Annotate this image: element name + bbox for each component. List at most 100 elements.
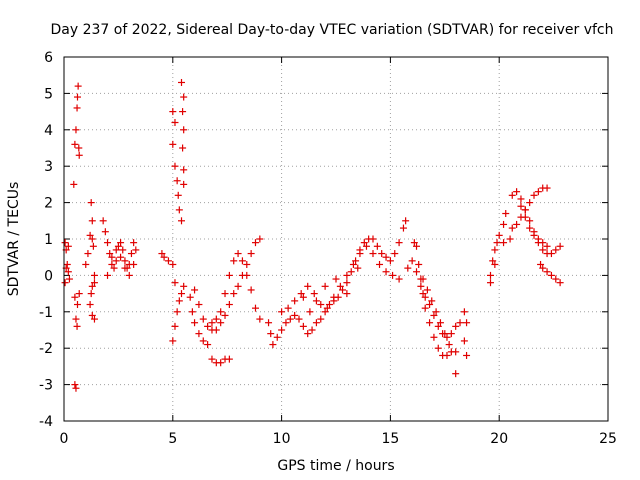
data-point xyxy=(356,250,364,258)
y-tick-label: 1 xyxy=(44,232,53,248)
data-point xyxy=(127,250,135,258)
data-point xyxy=(221,290,229,298)
data-point xyxy=(278,326,286,334)
data-point xyxy=(74,82,82,90)
data-point xyxy=(434,322,442,330)
data-point xyxy=(178,290,186,298)
data-point xyxy=(552,275,560,283)
data-point xyxy=(502,210,510,218)
data-point xyxy=(382,268,390,276)
data-point xyxy=(186,293,194,301)
data-point xyxy=(534,235,542,243)
data-point xyxy=(234,282,242,290)
data-point xyxy=(386,257,394,265)
x-tick-label: 0 xyxy=(60,431,69,447)
data-point xyxy=(286,315,294,323)
data-point xyxy=(217,359,225,367)
data-point xyxy=(382,253,390,261)
data-point xyxy=(256,235,264,243)
data-point xyxy=(180,93,188,101)
data-point xyxy=(191,319,199,327)
data-point xyxy=(171,279,179,287)
x-tick-label: 10 xyxy=(273,431,291,447)
data-point xyxy=(493,239,501,247)
y-tick-label: 3 xyxy=(44,159,53,175)
data-point xyxy=(121,257,129,265)
data-point xyxy=(169,140,177,148)
data-point xyxy=(389,271,397,279)
data-point xyxy=(119,246,127,254)
data-point xyxy=(171,119,179,127)
data-point xyxy=(234,250,242,258)
data-point xyxy=(534,188,542,196)
data-point xyxy=(547,271,555,279)
data-point xyxy=(349,260,357,268)
data-point xyxy=(556,279,564,287)
data-point xyxy=(500,239,508,247)
data-point xyxy=(421,304,429,312)
data-point xyxy=(486,271,494,279)
data-point xyxy=(284,304,292,312)
data-point xyxy=(317,315,325,323)
data-point xyxy=(395,275,403,283)
data-point xyxy=(179,144,187,152)
data-point xyxy=(395,239,403,247)
data-point xyxy=(86,301,94,309)
data-point xyxy=(428,297,436,305)
data-point xyxy=(441,330,449,338)
data-point xyxy=(517,195,525,203)
data-point xyxy=(225,301,233,309)
data-point xyxy=(339,286,347,294)
data-point xyxy=(75,144,83,152)
data-point xyxy=(251,239,259,247)
data-point xyxy=(495,231,503,239)
data-point xyxy=(179,108,187,116)
data-point xyxy=(208,355,216,363)
data-point xyxy=(343,279,351,287)
data-point xyxy=(312,297,320,305)
y-tick-label: 4 xyxy=(44,123,53,139)
data-point xyxy=(436,319,444,327)
data-point xyxy=(230,290,238,298)
data-point xyxy=(526,224,534,232)
data-point xyxy=(65,275,73,283)
data-point xyxy=(295,315,303,323)
data-point xyxy=(199,337,207,345)
data-point xyxy=(73,301,81,309)
data-point xyxy=(373,242,381,250)
data-point xyxy=(376,260,384,268)
data-point xyxy=(336,282,344,290)
data-point xyxy=(299,322,307,330)
data-point xyxy=(90,315,98,323)
data-point xyxy=(88,311,96,319)
data-point xyxy=(104,239,112,247)
data-point xyxy=(447,330,455,338)
data-point xyxy=(539,239,547,247)
data-point xyxy=(500,220,508,228)
data-point xyxy=(180,126,188,134)
y-tick-label: -3 xyxy=(39,378,53,394)
data-point xyxy=(243,260,251,268)
data-point xyxy=(71,140,79,148)
data-point xyxy=(547,250,555,258)
data-point xyxy=(299,293,307,301)
data-point xyxy=(88,282,96,290)
data-point xyxy=(360,239,368,247)
data-point xyxy=(178,217,186,225)
data-point xyxy=(88,217,96,225)
data-point xyxy=(112,257,120,265)
tick-label-layer: 0 5 10 15 20 25 -4 -3 -2 -1 0 1 2 3 4 5 6 xyxy=(39,50,617,447)
data-point xyxy=(217,319,225,327)
data-point xyxy=(323,304,331,312)
data-point xyxy=(169,337,177,345)
y-tick-label: -1 xyxy=(39,305,53,321)
y-tick-label: 6 xyxy=(44,50,53,66)
data-point xyxy=(399,224,407,232)
data-points-layer xyxy=(61,78,564,392)
y-tick-label: 2 xyxy=(44,196,53,212)
data-point xyxy=(169,108,177,116)
data-point xyxy=(369,250,377,258)
data-point xyxy=(230,257,238,265)
data-point xyxy=(180,166,188,174)
data-point xyxy=(321,308,329,316)
